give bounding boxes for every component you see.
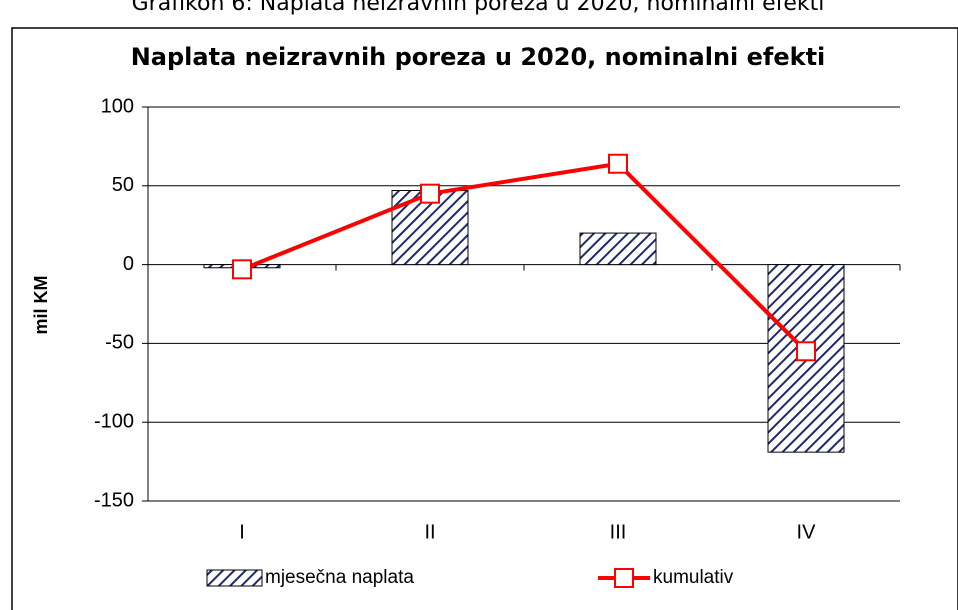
y-tick-label: -100	[94, 410, 134, 432]
x-tick-label: I	[239, 521, 245, 543]
y-tick-label: -150	[94, 489, 134, 511]
chart-title: Naplata neizravnih poreza u 2020, nomina…	[131, 43, 826, 71]
legend-label: kumulativ	[653, 567, 734, 588]
y-tick-label: 0	[123, 253, 134, 275]
x-tick-label: III	[610, 521, 627, 543]
y-tick-label: 100	[101, 95, 134, 117]
y-tick-label: 50	[112, 174, 134, 196]
marker	[232, 259, 252, 280]
marker	[420, 183, 440, 204]
y-tick-label: -50	[105, 332, 134, 354]
chart-frame	[11, 27, 958, 610]
bar	[579, 232, 657, 266]
marker	[796, 341, 816, 362]
legend-label: mjesečna naplata	[265, 567, 414, 588]
legend-swatch	[206, 569, 263, 587]
x-tick-label: IV	[797, 521, 817, 543]
legend-marker	[614, 568, 634, 588]
caption: Grafikon 6: Naplata neizravnih poreza u …	[132, 0, 825, 16]
line	[241, 161, 808, 353]
x-tick-label: II	[424, 521, 435, 543]
marker	[608, 153, 628, 174]
y-axis-label: mil KM	[31, 275, 51, 334]
